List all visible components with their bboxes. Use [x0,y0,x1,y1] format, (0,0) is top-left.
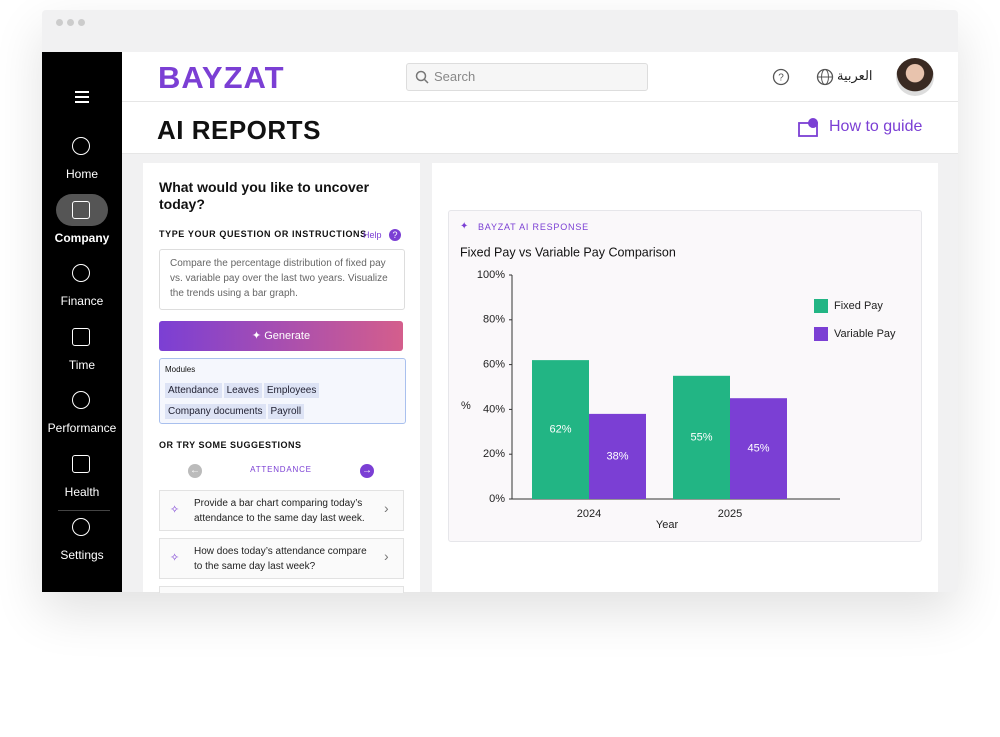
suggestion-category: ATTENDANCE [250,465,312,474]
nav-icon[interactable] [72,200,90,219]
chevron: › [384,500,389,516]
module-tag[interactable]: Attendance [165,383,222,398]
nav-label[interactable]: Time [68,357,96,372]
y-tick-label: 40% [483,403,505,415]
window-dot [56,19,63,26]
sparkle-icon: ✦ [460,221,469,232]
chart: Fixed Pay vs Variable Pay Comparison % Y… [460,245,896,531]
nav-icon[interactable] [72,454,90,473]
search-placeholder: Search [434,69,476,84]
guide-icon [798,118,818,137]
bar [532,360,589,499]
bar [730,398,787,499]
search-icon [415,70,429,84]
y-tick-label: 60% [483,359,505,371]
module-tag[interactable]: Employees [263,383,320,398]
chevron: › [384,548,389,564]
x-tick-label: 2025 [718,508,742,520]
suggestion-card[interactable] [159,586,404,593]
nav-icon[interactable] [72,264,90,282]
nav-icon[interactable] [72,327,90,346]
nav-label[interactable]: Performance [47,421,117,435]
legend-label: Variable Pay [834,328,896,340]
nav-label[interactable]: Finance [60,294,104,308]
active-highlight [56,194,108,226]
nav-label[interactable]: Company [54,230,110,245]
nav-icon[interactable] [72,391,90,409]
y-tick-label: 80% [483,314,505,326]
svg-text:?: ? [778,73,784,84]
help-icon[interactable]: ? [772,68,790,86]
menu-icon[interactable] [75,91,89,103]
module-tag[interactable]: Company documents [165,404,266,419]
suggestion-text: How does today’s attendance compare to t… [194,546,367,572]
module-tag[interactable]: Leaves [223,383,262,398]
suggestion-card[interactable]: ✧ Provide a bar chart comparing today’s a… [159,490,404,531]
previous-button[interactable]: ← [188,464,202,478]
help-icon[interactable]: ? [389,229,401,241]
suggestions-label: OR TRY SOME SUGGESTIONS [159,440,302,450]
prompt-input[interactable]: Compare the percentage distribution of f… [159,249,405,310]
response-label: BAYZAT AI RESPONSE [478,222,589,232]
wand-icon: ✧ [170,552,180,564]
generate-button[interactable]: ✦ Generate [159,321,403,351]
generate-label: Generate [264,330,311,342]
help-link[interactable]: Help [363,230,382,240]
modules-label: Modules [165,365,196,374]
suggestion-text: Provide a bar chart comparing today’s at… [194,498,365,524]
bar [589,413,646,499]
modules-box: Modules Attendance Leaves Employees Company… [159,358,406,424]
globe-icon[interactable] [816,68,834,86]
avatar[interactable] [896,58,934,96]
window-dot [78,19,85,26]
y-axis-label: % [461,400,471,412]
value-label: 45% [747,443,769,455]
x-axis-label: Year [656,519,679,531]
y-tick-label: 100% [477,269,505,281]
legend-swatch [814,327,828,341]
legend-swatch [814,299,828,313]
sidebar [42,52,122,592]
x-tick-label: 2024 [577,508,601,520]
brand-logo[interactable]: BAYZAT [158,60,285,95]
legend-label: Fixed Pay [834,300,883,312]
language-toggle[interactable]: العربية [837,68,873,83]
value-label: 55% [690,431,712,443]
next-button[interactable]: → [360,464,374,478]
suggestion-card[interactable]: ✧ How does today’s attendance compare to … [159,538,404,579]
nav-label[interactable]: Home [65,167,98,181]
module-tag[interactable]: Payroll [267,404,305,419]
page-title: AI REPORTS [157,115,321,145]
y-tick-label: 20% [483,448,505,460]
nav-label[interactable]: Settings [60,548,104,562]
separator [58,510,110,511]
value-label: 38% [606,450,628,462]
chart-title: Fixed Pay vs Variable Pay Comparison [460,245,676,259]
nav-icon[interactable] [72,518,90,536]
divider [122,101,958,102]
input-label: TYPE YOUR QUESTION OR INSTRUCTIONS [159,229,367,239]
bar [673,375,730,499]
nav-label[interactable]: Health [64,484,100,499]
search-box[interactable]: Search [406,63,648,91]
prompt-heading: What would you like to uncover today? [159,179,370,212]
how-to-guide-link[interactable]: How to guide [829,118,923,135]
nav-icon[interactable] [72,137,90,155]
y-tick-label: 0% [489,493,505,505]
window-dot [67,19,74,26]
wand-icon: ✧ [170,504,180,516]
value-label: 62% [549,423,571,435]
